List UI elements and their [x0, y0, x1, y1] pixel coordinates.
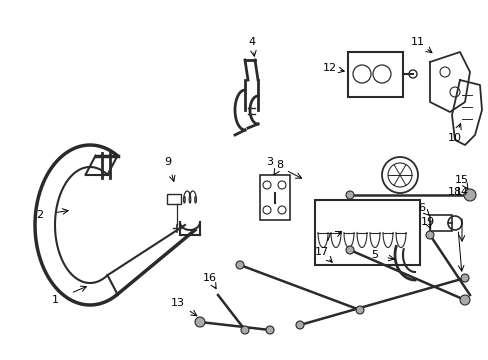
Bar	[429, 215, 451, 231]
Circle shape	[236, 261, 244, 269]
Text: 10: 10	[447, 133, 461, 143]
Circle shape	[346, 191, 353, 199]
Bar	[347, 52, 402, 97]
Circle shape	[459, 295, 469, 305]
Circle shape	[346, 246, 353, 254]
Text: 3: 3	[266, 157, 273, 167]
Bar	[260, 175, 289, 220]
Bar	[314, 200, 419, 265]
Circle shape	[425, 231, 433, 239]
Bar	[167, 194, 181, 204]
Text: 19: 19	[420, 217, 434, 227]
Text: 7: 7	[324, 233, 331, 243]
Text: 6: 6	[418, 203, 425, 213]
Text: 2: 2	[37, 210, 43, 220]
Text: 5: 5	[371, 250, 378, 260]
Text: 17: 17	[314, 247, 328, 257]
Circle shape	[463, 189, 475, 201]
Text: 4: 4	[248, 37, 255, 47]
Text: 13: 13	[171, 298, 184, 308]
Circle shape	[265, 326, 273, 334]
Text: 12: 12	[322, 63, 336, 73]
Text: 1: 1	[51, 295, 59, 305]
Circle shape	[460, 274, 468, 282]
Text: 11: 11	[410, 37, 424, 47]
Circle shape	[195, 317, 204, 327]
Text: 15: 15	[454, 175, 468, 185]
Text: 9: 9	[164, 157, 171, 167]
Circle shape	[295, 321, 304, 329]
Text: 14: 14	[454, 187, 468, 197]
Circle shape	[241, 326, 248, 334]
Text: 18: 18	[447, 187, 461, 197]
Circle shape	[355, 306, 363, 314]
Text: 8: 8	[276, 160, 283, 170]
Text: 16: 16	[203, 273, 217, 283]
